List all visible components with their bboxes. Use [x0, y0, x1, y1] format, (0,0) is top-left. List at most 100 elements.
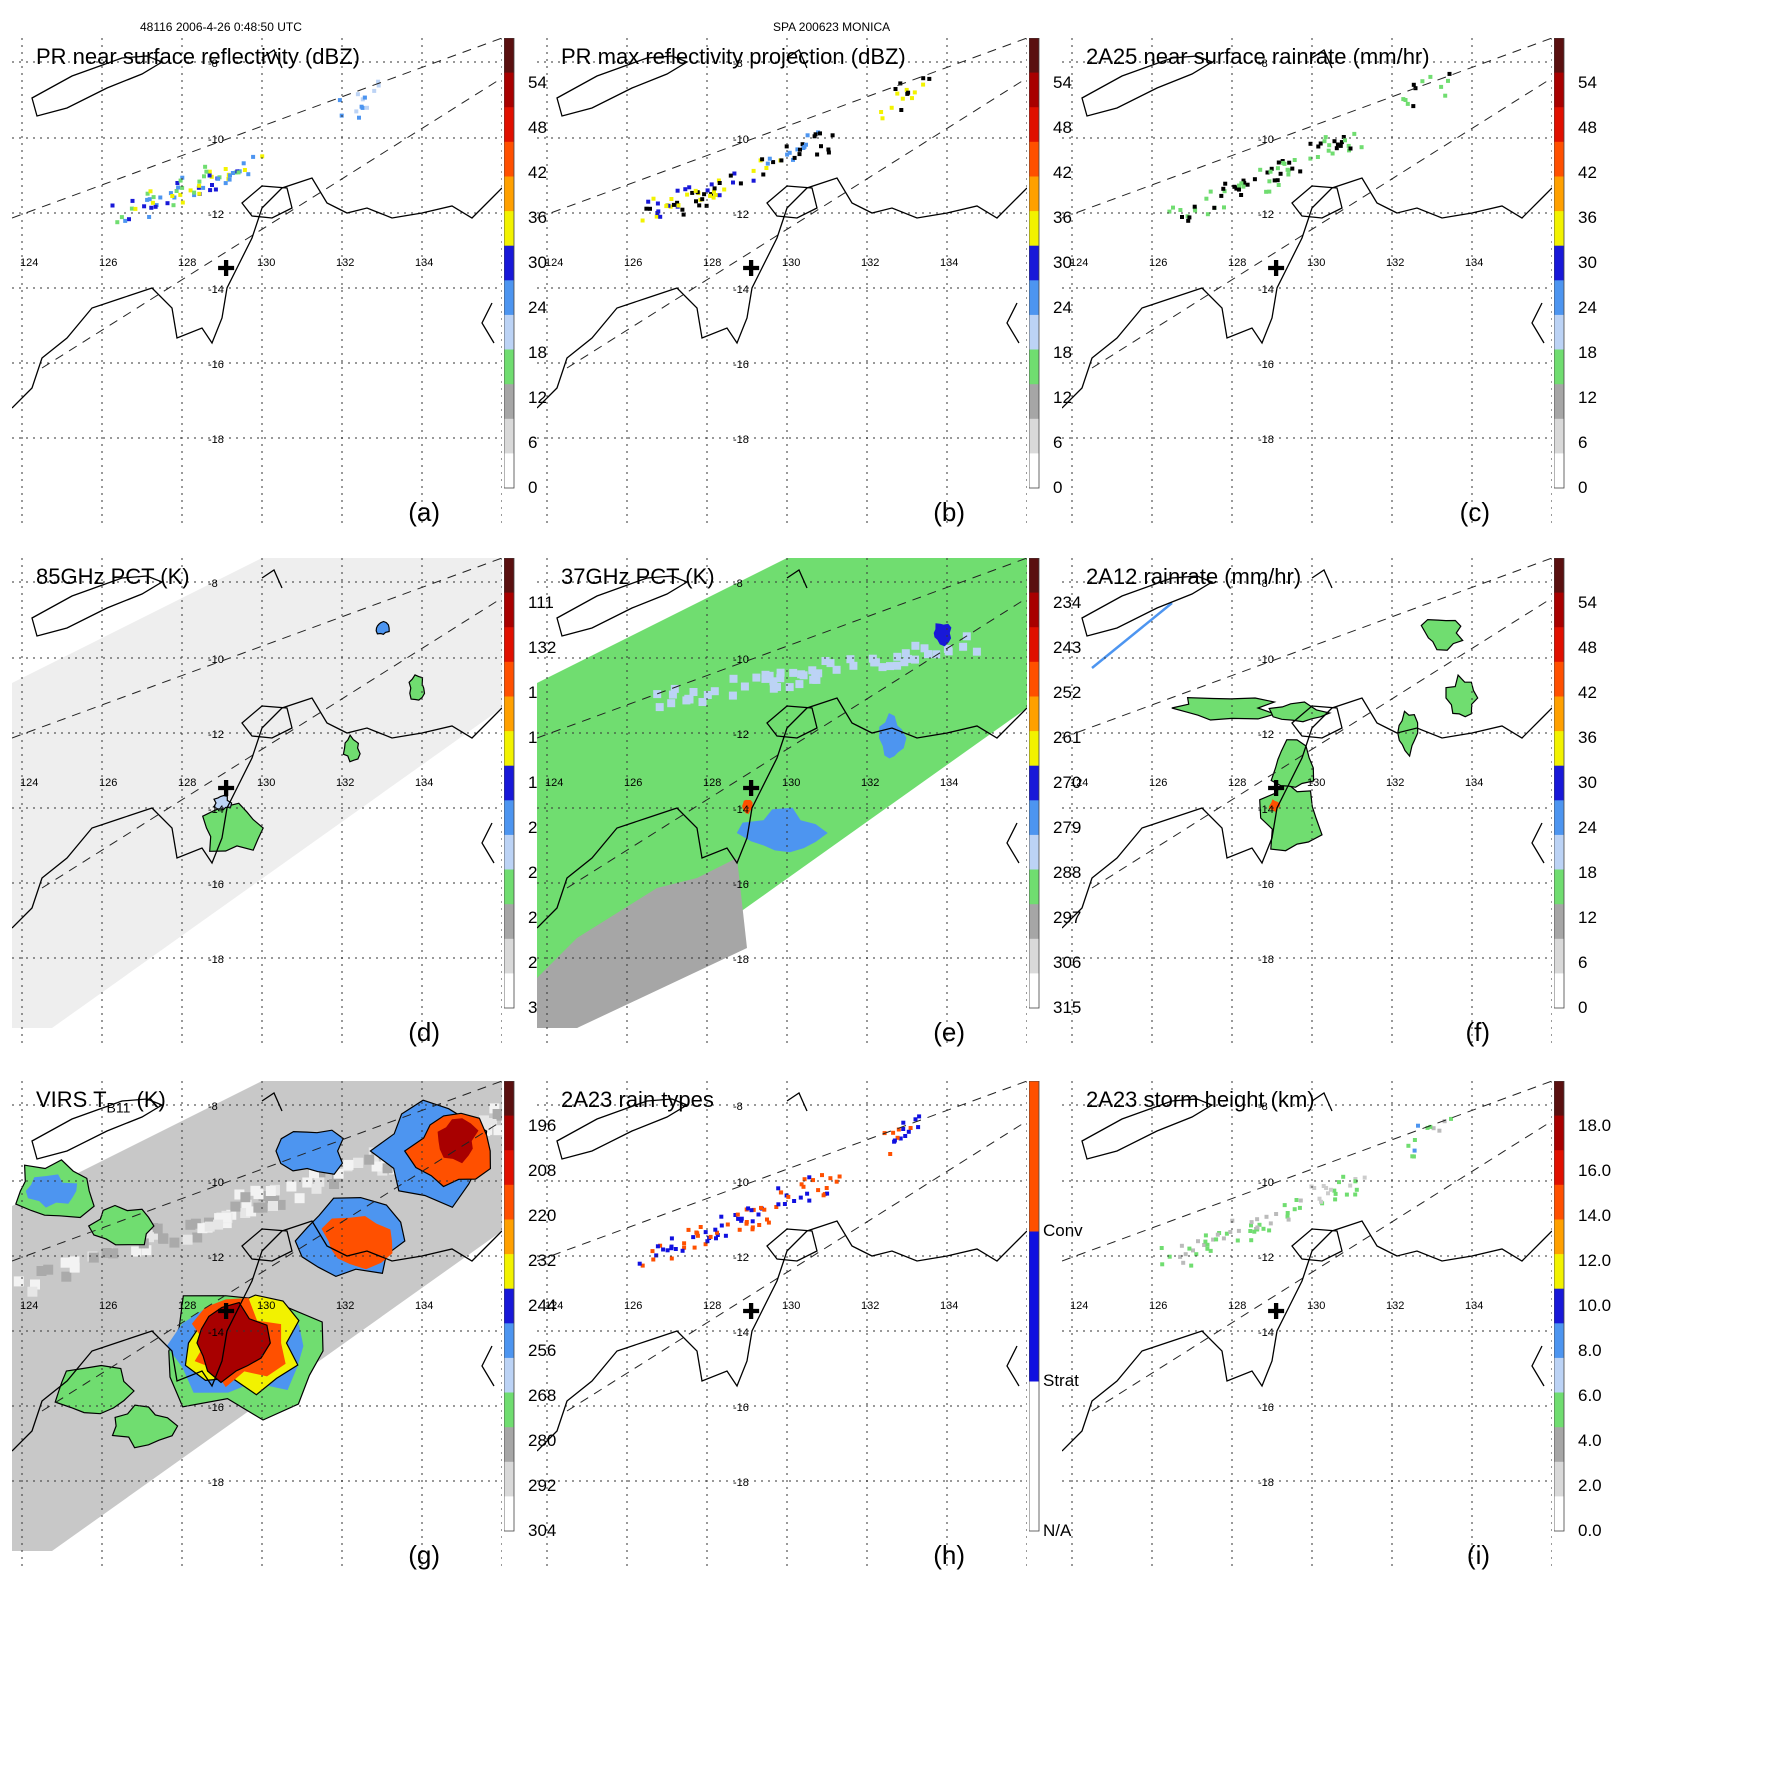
radar-pixel — [188, 188, 193, 193]
radar-pixel — [1416, 1123, 1420, 1128]
radar-pixel — [1275, 166, 1280, 171]
radar-pixel — [170, 194, 175, 198]
longitude-label: 130 — [782, 257, 800, 269]
colorbar-tick-label: 18.0 — [1578, 1116, 1612, 1135]
radar-pixel — [150, 200, 155, 205]
colorbar-segment — [1554, 834, 1564, 870]
radar-pixel — [682, 1245, 687, 1250]
radar-pixel — [153, 204, 158, 209]
radar-pixel — [710, 687, 719, 696]
colorbar-tick-label: 256 — [528, 1341, 557, 1360]
colorbar-segment — [1029, 1231, 1039, 1382]
radar-pixel — [736, 1216, 741, 1221]
radar-pixel — [825, 1191, 830, 1196]
latitude-label: -8 — [733, 578, 743, 590]
radar-pixel — [637, 1261, 642, 1266]
radar-pixel — [172, 195, 177, 200]
radar-pixel — [1268, 1221, 1273, 1226]
storm-id: SPA 200623 MONICA — [773, 20, 891, 34]
colorbar-segment — [504, 1081, 514, 1117]
radar-pixel — [1191, 1248, 1195, 1253]
latitude-label: -14 — [208, 1327, 224, 1339]
colorbar-tick-label: 12.0 — [1578, 1251, 1612, 1270]
radar-pixel — [669, 1236, 674, 1241]
radar-pixel — [735, 1212, 740, 1217]
radar-pixel — [1205, 212, 1210, 217]
radar-pixel — [207, 169, 212, 174]
radar-pixel — [354, 109, 359, 114]
radar-pixel — [1255, 1225, 1260, 1230]
radar-pixel — [333, 1168, 344, 1179]
colorbar-segment — [1029, 834, 1039, 870]
radar-pixel — [776, 674, 785, 683]
radar-pixel — [123, 218, 128, 223]
colorbar-tick-label: 30 — [1578, 253, 1597, 272]
precip-cell — [1445, 673, 1479, 718]
radar-pixel — [1214, 1237, 1219, 1242]
radar-pixel — [715, 1233, 720, 1237]
colorbar-tick-label: 196 — [528, 1116, 557, 1135]
radar-pixel — [805, 133, 810, 138]
radar-pixel — [795, 147, 800, 152]
colorbar-tick-label: 0 — [528, 478, 538, 497]
radar-pixel — [213, 1219, 224, 1230]
radar-pixel — [236, 170, 241, 175]
colorbar-tick-label: 18 — [1053, 343, 1072, 362]
radar-pixel — [814, 669, 823, 678]
radar-pixel — [311, 1183, 322, 1194]
radar-pixel — [879, 110, 884, 114]
radar-pixel — [900, 96, 905, 101]
radar-pixel — [849, 661, 858, 670]
radar-pixel — [131, 1246, 142, 1257]
coastline — [766, 185, 818, 219]
coastline — [1081, 55, 1214, 117]
swath-edge — [537, 558, 1027, 739]
radar-pixel — [750, 1227, 755, 1232]
radar-pixel — [1332, 1188, 1337, 1193]
radar-pixel — [1211, 1237, 1216, 1242]
colorbar-scale — [504, 38, 515, 489]
colorbar-segment — [504, 1184, 514, 1220]
panel-title: 2A25 near surface rainrate (mm/hr) — [1086, 44, 1430, 69]
colorbar-segment — [1029, 418, 1039, 454]
longitude-label: 128 — [703, 1300, 721, 1312]
swath-edge — [566, 597, 1027, 889]
radar-pixel — [329, 1179, 339, 1189]
radar-pixel — [1203, 1233, 1208, 1238]
radar-pixel — [1192, 204, 1197, 209]
radar-pixel — [751, 178, 756, 183]
colorbar-segment — [1554, 418, 1564, 454]
radar-pixel — [673, 1247, 678, 1251]
colorbar-segment — [1554, 314, 1564, 350]
swath-edge — [1091, 77, 1552, 369]
radar-pixel — [178, 178, 183, 183]
colorbar-segment — [1029, 141, 1039, 177]
precip-cell — [408, 674, 426, 701]
radar-pixel — [912, 90, 917, 95]
coastline — [1531, 302, 1545, 344]
radar-pixel — [165, 201, 170, 206]
radar-pixel — [738, 181, 743, 186]
radar-pixel — [376, 79, 381, 84]
coastline — [1081, 575, 1214, 637]
swath-region — [537, 858, 747, 1028]
coastline — [261, 569, 283, 589]
colorbar-tick-label: 0 — [1578, 998, 1588, 1017]
radar-pixel — [275, 1199, 286, 1210]
radar-pixel — [805, 1191, 810, 1196]
radar-pixel — [1178, 1254, 1183, 1259]
precip-cell — [437, 1118, 479, 1164]
radar-pixel — [221, 1212, 232, 1223]
longitude-label: 134 — [940, 777, 958, 789]
precip-cell — [111, 1404, 179, 1449]
radar-pixel — [1265, 170, 1270, 175]
radar-pixel — [1237, 187, 1241, 192]
coastline — [481, 302, 495, 344]
radar-pixel — [760, 157, 765, 162]
radar-pixel — [371, 1161, 382, 1172]
radar-pixel — [1179, 1243, 1184, 1248]
map-panel-i: ✚ 124 126 128 130 132 134 -8 -10 -12 -14 -16 -18 2A23… — [1062, 1081, 1611, 1601]
radar-pixel — [1180, 215, 1184, 219]
colorbar-tick-label: 0 — [1578, 478, 1588, 497]
colorbar-segment — [1554, 1357, 1564, 1393]
